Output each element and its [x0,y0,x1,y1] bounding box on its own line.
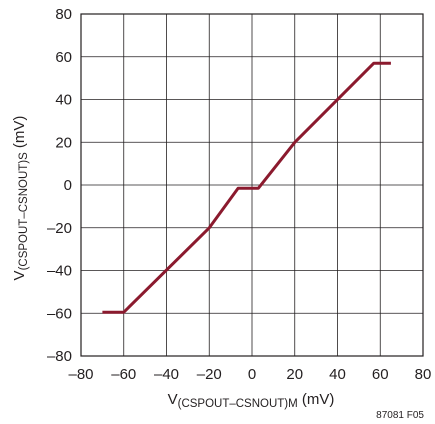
x-tick-label: –20 [197,366,222,383]
y-tick-label: –40 [47,263,72,280]
y-tick-label: –80 [47,348,72,365]
y-tick-label: 80 [55,6,72,23]
x-tick-label: 80 [415,366,432,383]
plot-frame [80,13,424,357]
y-tick-label: 60 [55,49,72,66]
x-tick-label: –80 [68,366,93,383]
figure-id: 87081 F05 [376,410,424,421]
series-line [102,61,391,314]
x-tick-label: 20 [286,366,303,383]
x-tick-label: 40 [329,366,346,383]
y-axis-ticks: –80 –60 –40 –20 0 20 40 60 80 [47,6,72,365]
y-tick-label: –20 [47,220,72,237]
y-tick-label: 20 [55,134,72,151]
y-tick-label: –60 [47,305,72,322]
x-axis-ticks: –80 –60 –40 –20 0 20 40 60 80 [68,366,431,383]
x-tick-label: –40 [154,366,179,383]
x-tick-label: 60 [372,366,389,383]
y-tick-label: 0 [64,177,72,194]
x-tick-label: –60 [111,366,136,383]
y-tick-label: 40 [55,92,72,109]
x-tick-label: 0 [248,366,256,383]
y-axis-label: V(CSPOUT–CSNOUT)S (mV) [11,116,30,281]
x-axis-label: V(CSPOUT–CSNOUT)M (mV) [168,391,335,410]
